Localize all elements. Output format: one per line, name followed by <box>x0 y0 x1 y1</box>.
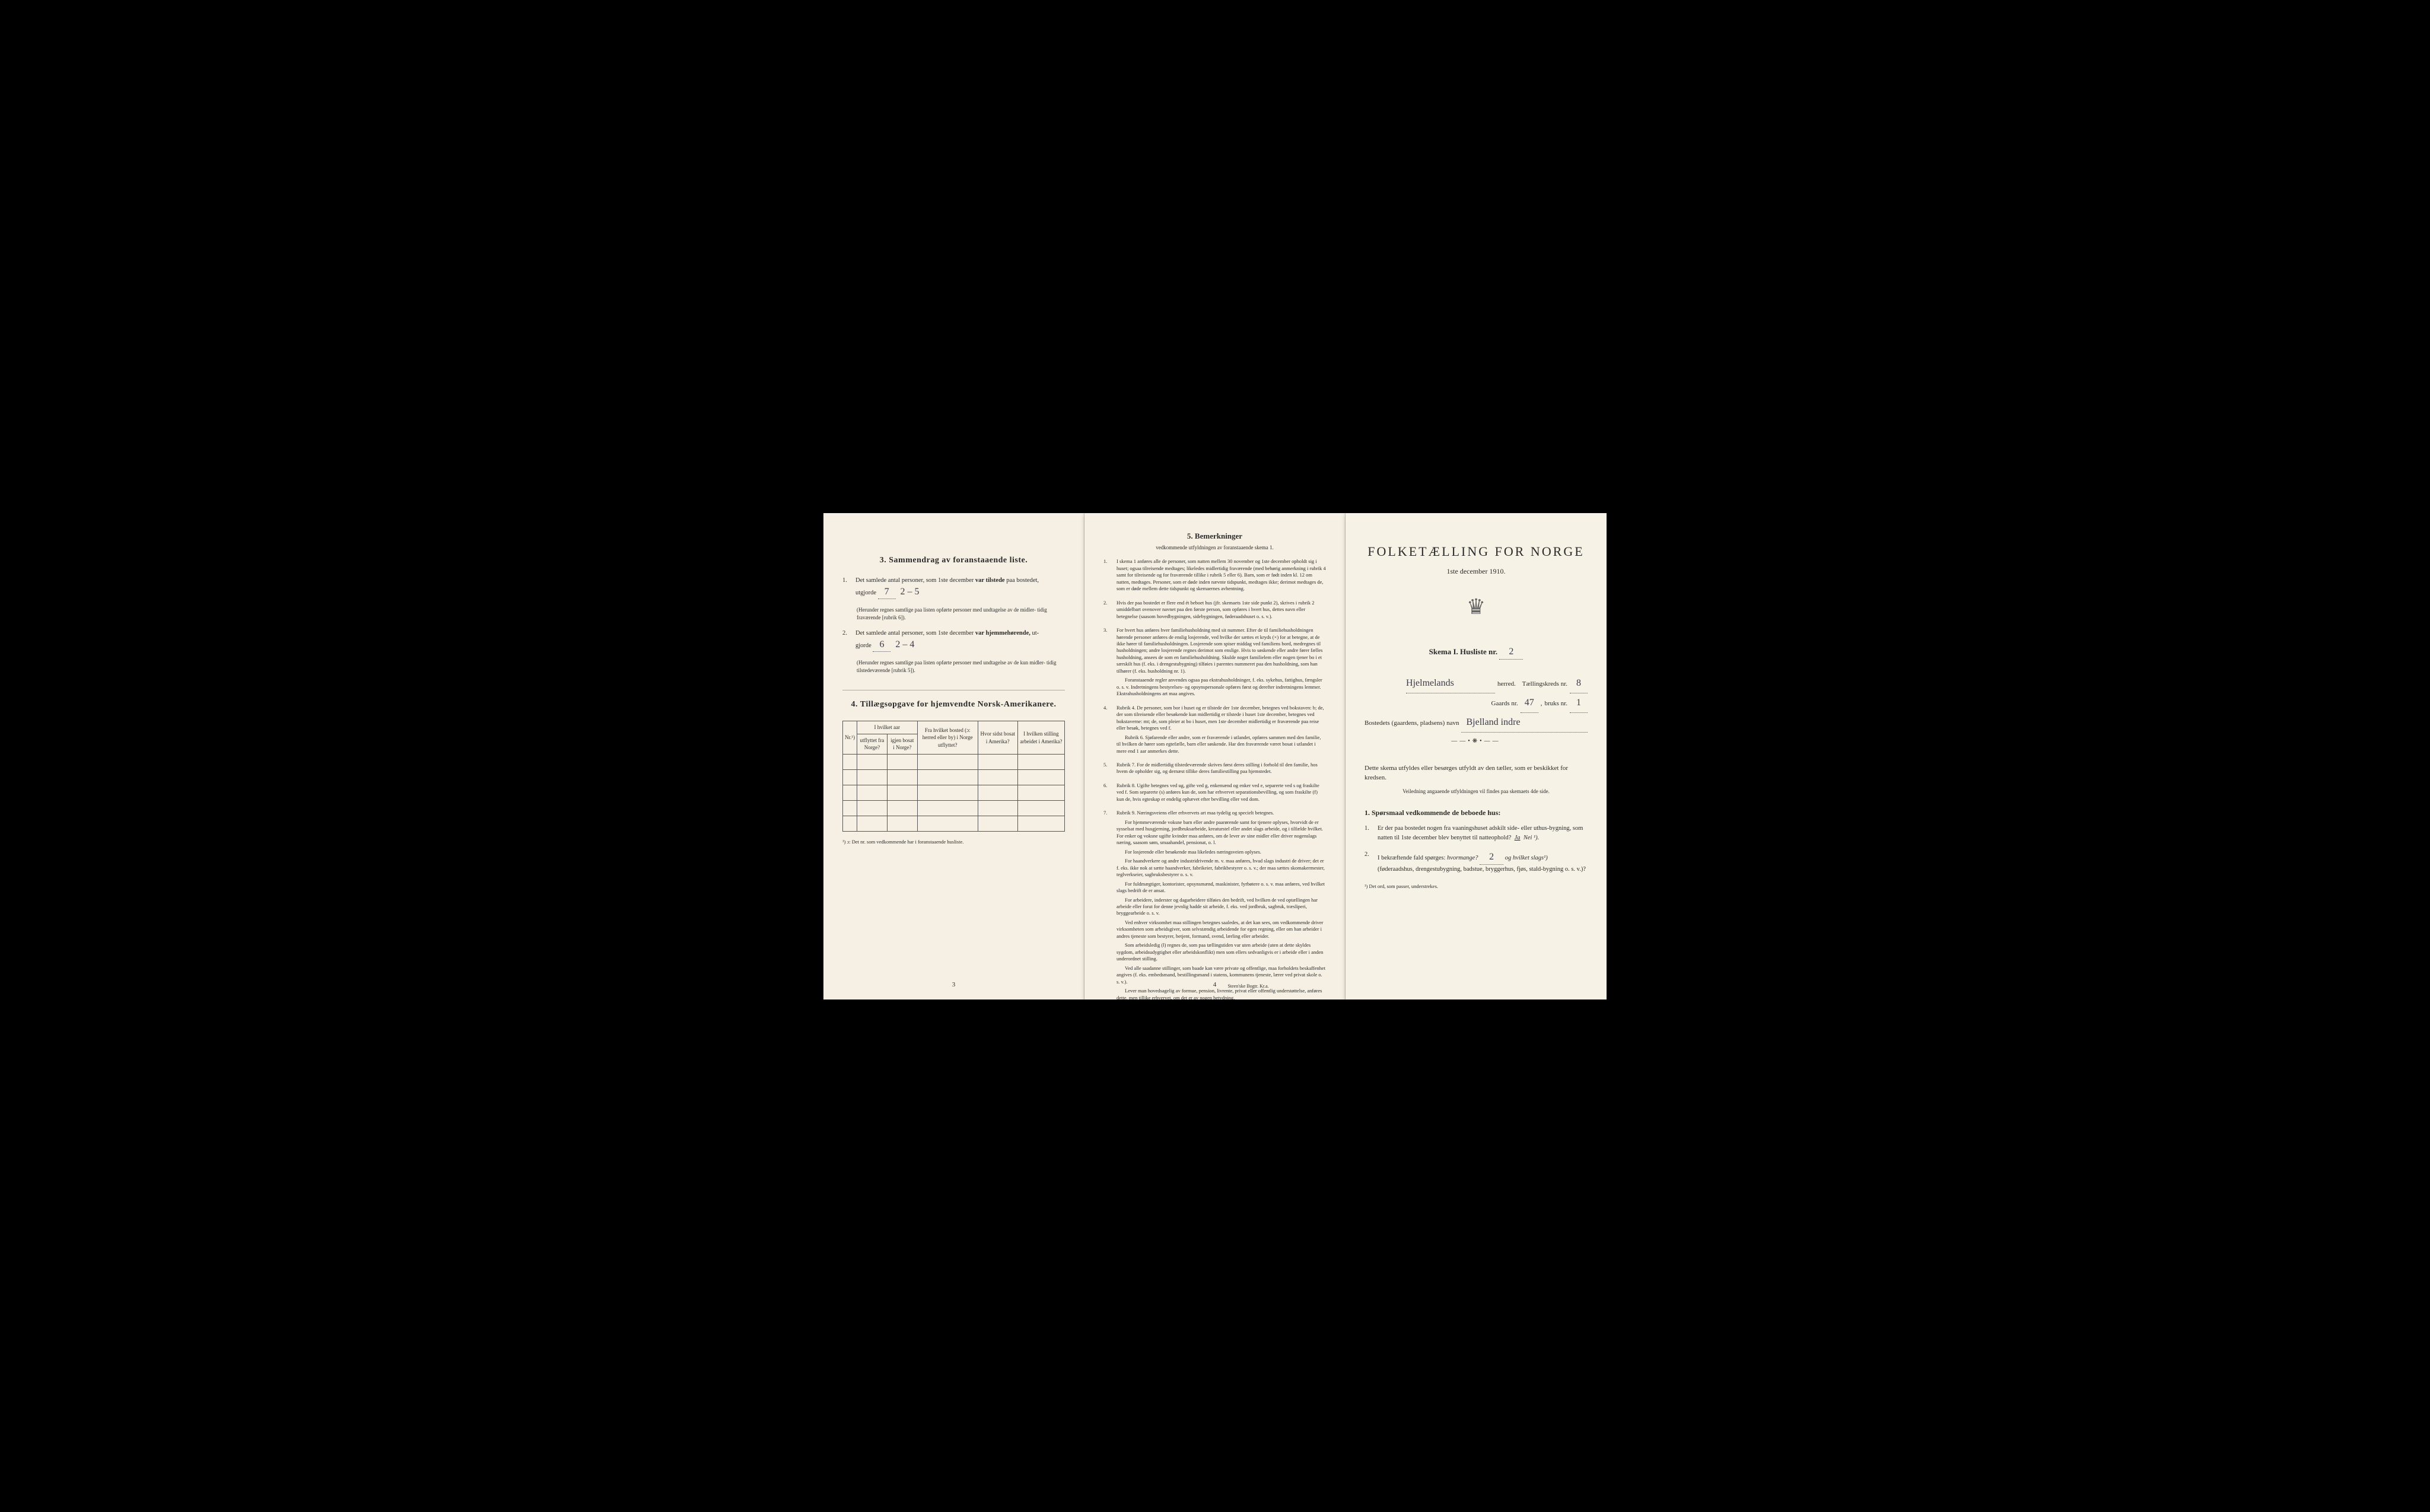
page-3: 3. Sammendrag av foranstaaende liste. 1.… <box>823 513 1084 999</box>
subcol-bosat: igjen bosat i Norge? <box>887 734 917 754</box>
page-4: 5. Bemerkninger vedkommende utfyldningen… <box>1084 513 1346 999</box>
bemerkning-item: 6.Rubrik 8. Ugifte betegnes ved ug, gift… <box>1103 782 1326 805</box>
question-2: 2. I bekræftende fald spørges: hvormange… <box>1365 850 1588 874</box>
main-title: FOLKETÆLLING FOR NORGE <box>1365 543 1588 561</box>
amerikanere-table: Nr.¹) I hvilket aar Fra hvilket bosted (… <box>842 721 1065 832</box>
table-row <box>843 816 1065 832</box>
bemerkninger-list: 1.I skema 1 anføres alle de personer, so… <box>1103 558 1326 999</box>
intro-block: Dette skema utfyldes eller besørges utfy… <box>1365 763 1588 890</box>
skema-line: Skema I. Husliste nr. 2 <box>1365 645 1588 659</box>
kreds-nr: 8 <box>1576 678 1581 688</box>
bemerkning-item: 3.For hvert hus anføres hver familiehush… <box>1103 627 1326 700</box>
date-line: 1ste december 1910. <box>1365 566 1588 577</box>
bruks-nr: 1 <box>1576 698 1581 708</box>
intro-sub: Veiledning angaaende utfyldningen vil fi… <box>1365 788 1588 796</box>
intro-text: Dette skema utfyldes eller besørges utfy… <box>1365 763 1588 783</box>
gaards-nr: 47 <box>1525 698 1534 708</box>
item1-note: (Herunder regnes samtlige paa listen opf… <box>842 606 1065 621</box>
printer-mark: Steen'ske Bogtr. Kr.a. <box>1227 983 1268 989</box>
bemerkning-item: 4.Rubrik 4. De personer, som bor i huset… <box>1103 705 1326 757</box>
husliste-nr: 2 <box>1509 647 1513 657</box>
summary-item-1: 1. Det samlede antal personer, som 1ste … <box>842 577 1065 599</box>
bemerkning-item: 5.Rubrik 7. For de midlertidig tilstedev… <box>1103 762 1326 778</box>
table-body <box>843 755 1065 832</box>
hvormange-value: 2 <box>1489 852 1494 862</box>
summary-item-2: 2. Det samlede antal personer, som 1ste … <box>842 629 1065 652</box>
page-cover: FOLKETÆLLING FOR NORGE 1ste december 191… <box>1346 513 1607 999</box>
bemerkning-item: 7.Rubrik 9. Næringsveiens eller erhverve… <box>1103 810 1326 999</box>
table-row <box>843 801 1065 816</box>
hjemme-count: 6 <box>879 639 884 650</box>
tilstede-breakdown: 2 – 5 <box>901 587 920 597</box>
bemerkninger-title: 5. Bemerkninger <box>1103 531 1326 542</box>
col-nr: Nr.¹) <box>843 721 857 755</box>
section-3-title: 3. Sammendrag av foranstaaende liste. <box>842 555 1065 566</box>
herred-value: Hjelmelands <box>1406 678 1454 688</box>
bemerkninger-subtitle: vedkommende utfyldningen av foranstaaend… <box>1103 544 1326 552</box>
coat-of-arms-icon: ♛ <box>1365 592 1588 622</box>
col-aar: I hvilket aar <box>857 721 917 734</box>
item2-note: (Herunder regnes samtlige paa listen opf… <box>842 659 1065 674</box>
bemerkning-item: 1.I skema 1 anføres alle de personer, so… <box>1103 558 1326 594</box>
questions-heading: 1. Spørsmaal vedkommende de beboede hus: <box>1365 807 1588 818</box>
bemerkning-item: 2.Hvis der paa bostedet er flere end ét … <box>1103 600 1326 622</box>
table-row <box>843 785 1065 801</box>
tilstede-count: 7 <box>885 587 889 597</box>
page-number-4: 4 <box>1213 981 1217 989</box>
right-footnote: ¹) Det ord, som passer, understrekes. <box>1365 883 1588 890</box>
section-4-title: 4. Tillægsopgave for hjemvendte Norsk-Am… <box>842 699 1065 711</box>
answer-ja: Ja <box>1515 835 1521 841</box>
col-stilling: I hvilken stilling arbeidet i Amerika? <box>1017 721 1064 755</box>
ornament-icon: ――•❋•―― <box>1365 737 1588 746</box>
question-1: 1. Er der paa bostedet nogen fra vaaning… <box>1365 824 1588 843</box>
hjemme-breakdown: 2 – 4 <box>895 639 914 650</box>
col-amerika: Hvor sidst bosat i Amerika? <box>978 721 1017 755</box>
answer-nei: Nei ¹). <box>1523 835 1539 841</box>
table-row <box>843 770 1065 785</box>
bosted-value: Bjelland indre <box>1466 717 1520 727</box>
table-row <box>843 755 1065 770</box>
table-footnote: ¹) ɔ: Det nr. som vedkommende har i fora… <box>842 839 1065 846</box>
page-number-3: 3 <box>952 981 956 989</box>
three-page-spread: 3. Sammendrag av foranstaaende liste. 1.… <box>823 513 1607 999</box>
header-fields: Hjelmelands herred. Tællingskreds nr. 8 … <box>1365 674 1588 733</box>
subcol-utflyttet: utflyttet fra Norge? <box>857 734 887 754</box>
col-bosted: Fra hvilket bosted (ɔ: herred eller by) … <box>917 721 978 755</box>
